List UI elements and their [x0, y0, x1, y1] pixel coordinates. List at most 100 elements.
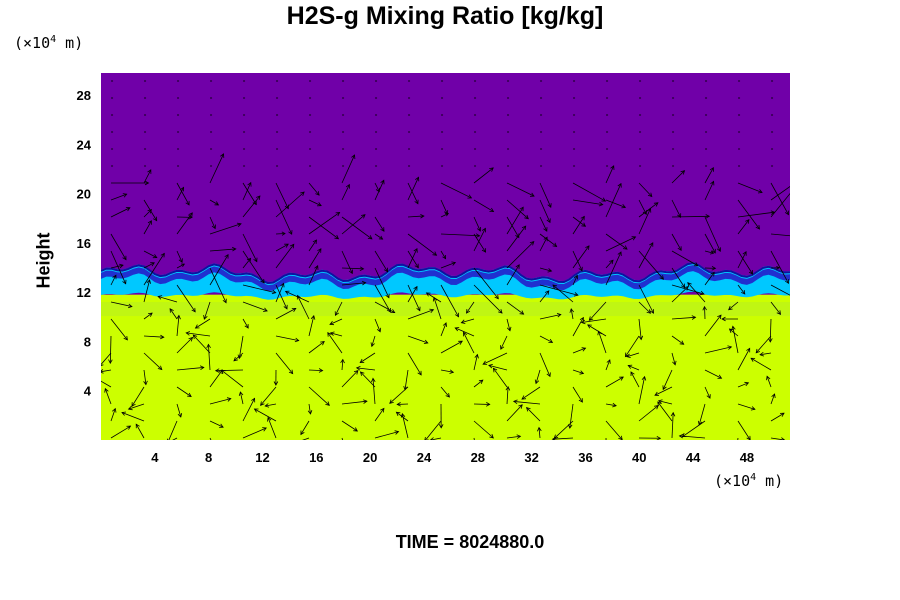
- velocity-vector: [737, 251, 747, 269]
- velocity-vector: [553, 420, 574, 439]
- velocity-vector: [638, 284, 654, 314]
- vector-head: [717, 314, 722, 320]
- velocity-vector: [506, 318, 511, 331]
- velocity-vector: [176, 182, 190, 206]
- vector-head: [639, 114, 642, 116]
- vector-head: [521, 225, 527, 231]
- velocity-vector: [552, 437, 574, 440]
- vector-head: [699, 290, 705, 296]
- vector-head: [529, 192, 535, 197]
- vector-head: [670, 411, 676, 417]
- vector-head: [649, 309, 654, 314]
- vector-head: [630, 371, 635, 376]
- vector-head: [276, 114, 279, 116]
- velocity-vector: [374, 284, 391, 313]
- vector-head: [631, 236, 637, 241]
- vector-head: [408, 165, 411, 167]
- vector-head: [573, 114, 576, 116]
- velocity-vector: [572, 250, 583, 271]
- vector-head: [500, 345, 505, 350]
- velocity-vector: [341, 267, 364, 270]
- vector-head: [386, 307, 391, 313]
- vector-head: [188, 336, 194, 342]
- velocity-vector: [101, 369, 112, 373]
- vector-head: [408, 97, 411, 99]
- vector-head: [101, 369, 104, 374]
- velocity-vector: [176, 212, 193, 235]
- vector-head: [320, 340, 325, 346]
- vector-head: [606, 359, 611, 364]
- velocity-vector: [671, 284, 705, 295]
- velocity-vector: [506, 199, 529, 220]
- vector-head: [626, 353, 631, 358]
- vector-head: [420, 213, 425, 219]
- vector-head: [127, 405, 133, 411]
- vector-head: [744, 381, 750, 387]
- velocity-vector: [704, 250, 714, 254]
- vector-head: [657, 399, 663, 404]
- velocity-vector: [572, 317, 584, 337]
- vector-head: [486, 402, 491, 407]
- vector-head: [546, 218, 551, 224]
- y-tick-label: 4: [84, 384, 92, 399]
- vector-head: [580, 319, 586, 325]
- velocity-vector: [374, 408, 385, 422]
- vector-head: [693, 262, 699, 267]
- vector-head: [622, 245, 628, 250]
- vector-head: [738, 148, 741, 150]
- vector-head: [717, 374, 723, 379]
- velocity-vector: [121, 412, 145, 422]
- vector-head: [413, 285, 418, 291]
- velocity-vector: [195, 318, 211, 329]
- velocity-vector: [654, 386, 673, 396]
- velocity-vector: [737, 348, 751, 371]
- vector-head: [581, 222, 587, 227]
- vector-head: [610, 165, 615, 170]
- vector-head: [639, 97, 642, 99]
- velocity-vector: [433, 297, 442, 320]
- velocity-vector: [687, 282, 706, 303]
- vector-head: [442, 322, 447, 327]
- x-axis-ticks: 4 8 12 16 20 24 28 32 36 40 44 48: [151, 450, 754, 465]
- vector-head: [309, 97, 312, 99]
- velocity-vector: [374, 267, 390, 298]
- velocity-vector: [473, 216, 481, 232]
- velocity-vector: [239, 391, 244, 405]
- vector-head: [711, 248, 716, 254]
- vector-head: [309, 148, 312, 150]
- velocity-vector: [737, 284, 746, 295]
- velocity-vector: [374, 250, 388, 272]
- velocity-vector: [605, 183, 622, 218]
- velocity-vector: [168, 420, 178, 440]
- vector-head: [380, 227, 385, 232]
- velocity-vector: [704, 167, 714, 184]
- vector-head: [728, 305, 733, 311]
- vector-head: [488, 364, 493, 369]
- vector-head: [776, 265, 781, 270]
- vector-head: [380, 407, 385, 413]
- vector-head: [573, 165, 576, 167]
- vector-head: [524, 214, 529, 220]
- velocity-vector: [500, 335, 508, 350]
- velocity-vector: [770, 250, 789, 284]
- velocity-vector: [110, 207, 131, 218]
- vector-head: [606, 165, 609, 167]
- vector-head: [177, 114, 180, 116]
- velocity-vector: [572, 275, 578, 286]
- velocity-vector: [242, 258, 251, 269]
- vector-head: [654, 391, 660, 396]
- velocity-vector: [359, 352, 376, 363]
- vector-head: [540, 148, 543, 150]
- vector-head: [518, 404, 523, 409]
- velocity-vectors: [101, 80, 790, 463]
- vector-head: [253, 408, 259, 413]
- velocity-vector: [539, 335, 553, 343]
- velocity-vector: [143, 335, 164, 338]
- vector-head: [104, 387, 109, 393]
- vector-head: [519, 310, 525, 315]
- vector-head: [605, 459, 609, 463]
- vector-head: [408, 114, 411, 116]
- vector-head: [578, 398, 583, 403]
- velocity-vector: [275, 243, 289, 252]
- velocity-vector: [407, 335, 428, 344]
